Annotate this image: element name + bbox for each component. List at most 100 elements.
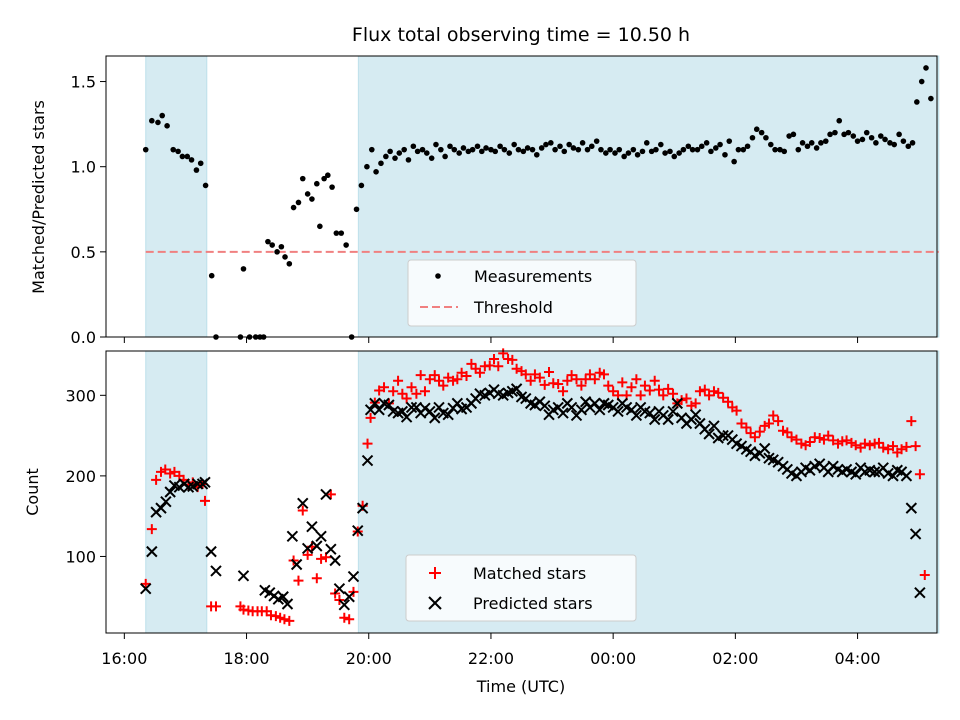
measurement-point [790,131,797,138]
matched-star-point [411,388,422,399]
predicted-star-point [205,545,217,558]
measurement-point [845,129,852,136]
predicted-star-point [850,468,862,480]
measurement-point [387,148,393,155]
predicted-star-point [529,399,541,411]
predicted-star-point [343,591,355,603]
y-tick-label: 300 [65,386,96,405]
predicted-star-point [868,466,881,478]
predicted-star-point [708,420,720,432]
predicted-star-point [717,429,729,442]
matched-star-point [888,441,899,452]
measurement-point [777,146,783,153]
top-y-axis-label: Matched/Predicted stars [29,100,48,294]
measurement-point [841,131,847,138]
predicted-star-point [301,542,314,555]
matched-star-point [713,387,724,398]
measurement-point [731,158,737,165]
measurement-point [566,141,572,148]
legend-matched-marker [429,567,441,579]
predicted-star-point [662,413,674,426]
predicted-star-point [333,582,346,595]
matched-star-point [723,396,734,407]
predicted-star-point [286,530,299,543]
matched-star-point [525,375,536,386]
bottom-y-axis-label: Count [23,468,42,516]
measurement-point [188,157,195,163]
matched-star-point [293,575,304,586]
measurement-point [368,146,375,153]
matched-star-point [302,549,313,560]
measurement-point [662,150,668,156]
predicted-star-point [361,454,374,467]
measurement-point [914,99,920,105]
x-tick-label: 16:00 [101,649,147,668]
measurement-point [465,148,472,155]
predicted-star-point [173,481,186,493]
measurement-point [822,138,829,144]
measurement-point [735,146,742,153]
predicted-star-point [281,598,294,610]
measurement-point [575,146,582,153]
matched-star-point [474,367,485,378]
y-tick-label: 200 [65,467,96,486]
measurement-point [265,238,271,245]
measurement-point [274,249,280,255]
measurement-point [197,160,204,167]
x-tick-label: 04:00 [835,649,881,668]
measurement-point [763,134,769,141]
predicted-star-point [909,528,922,540]
matched-star-point [297,505,308,516]
measurement-point [877,133,884,139]
top-legend[interactable]: Measurements Threshold [407,259,637,327]
matched-star-point [859,438,870,449]
shaded-region-1 [145,55,208,338]
measurement-point [193,167,200,173]
measurement-point [460,145,467,151]
matched-star-point [489,354,500,365]
bottom-axes-frame [105,350,938,634]
measurement-point [414,148,421,155]
matched-star-point [415,370,426,381]
measurement-point [658,141,664,148]
measurement-point [428,155,435,161]
predicted-star-point [155,502,167,514]
matched-star-point [617,377,628,388]
measurement-point [896,131,902,138]
predicted-star-point [671,397,684,410]
top-y-ticks: 0.0 0.5 1.0 1.5 [71,73,106,347]
predicted-star-point [369,397,381,410]
predicted-star-point [424,405,436,418]
measurement-point [299,175,306,182]
measurement-point [612,150,618,156]
measurement-point [520,148,527,155]
measurement-point [827,131,833,138]
matched-star-point [507,354,518,365]
predicted-star-point [315,530,327,543]
matched-star-point [690,398,701,409]
predicted-star-point [182,481,195,493]
matched-star-point [663,383,674,394]
measurement-point [768,141,774,148]
matched-star-point [668,388,679,399]
y-tick-label: 100 [65,547,96,566]
matched-star-point [901,441,912,452]
bottom-legend[interactable]: Matched stars Predicted stars [405,554,637,622]
matched-star-point [362,438,373,449]
top-x-ticks [123,337,859,343]
matched-star-point [571,374,582,385]
matched-star-point [558,386,569,397]
measurement-point [240,266,247,272]
matched-star-point [279,614,290,625]
matched-star-point [681,393,692,404]
measurement-point [909,140,916,146]
matched-star-point [438,380,449,391]
measurement-point [410,143,417,150]
predicted-star-point [338,599,351,611]
matched-star-point [461,370,472,381]
legend-threshold-label: Threshold [473,298,553,317]
measurement-point [208,272,215,279]
measurement-point [689,146,696,153]
predicted-star-point [703,428,715,440]
measurement-point [438,146,444,153]
